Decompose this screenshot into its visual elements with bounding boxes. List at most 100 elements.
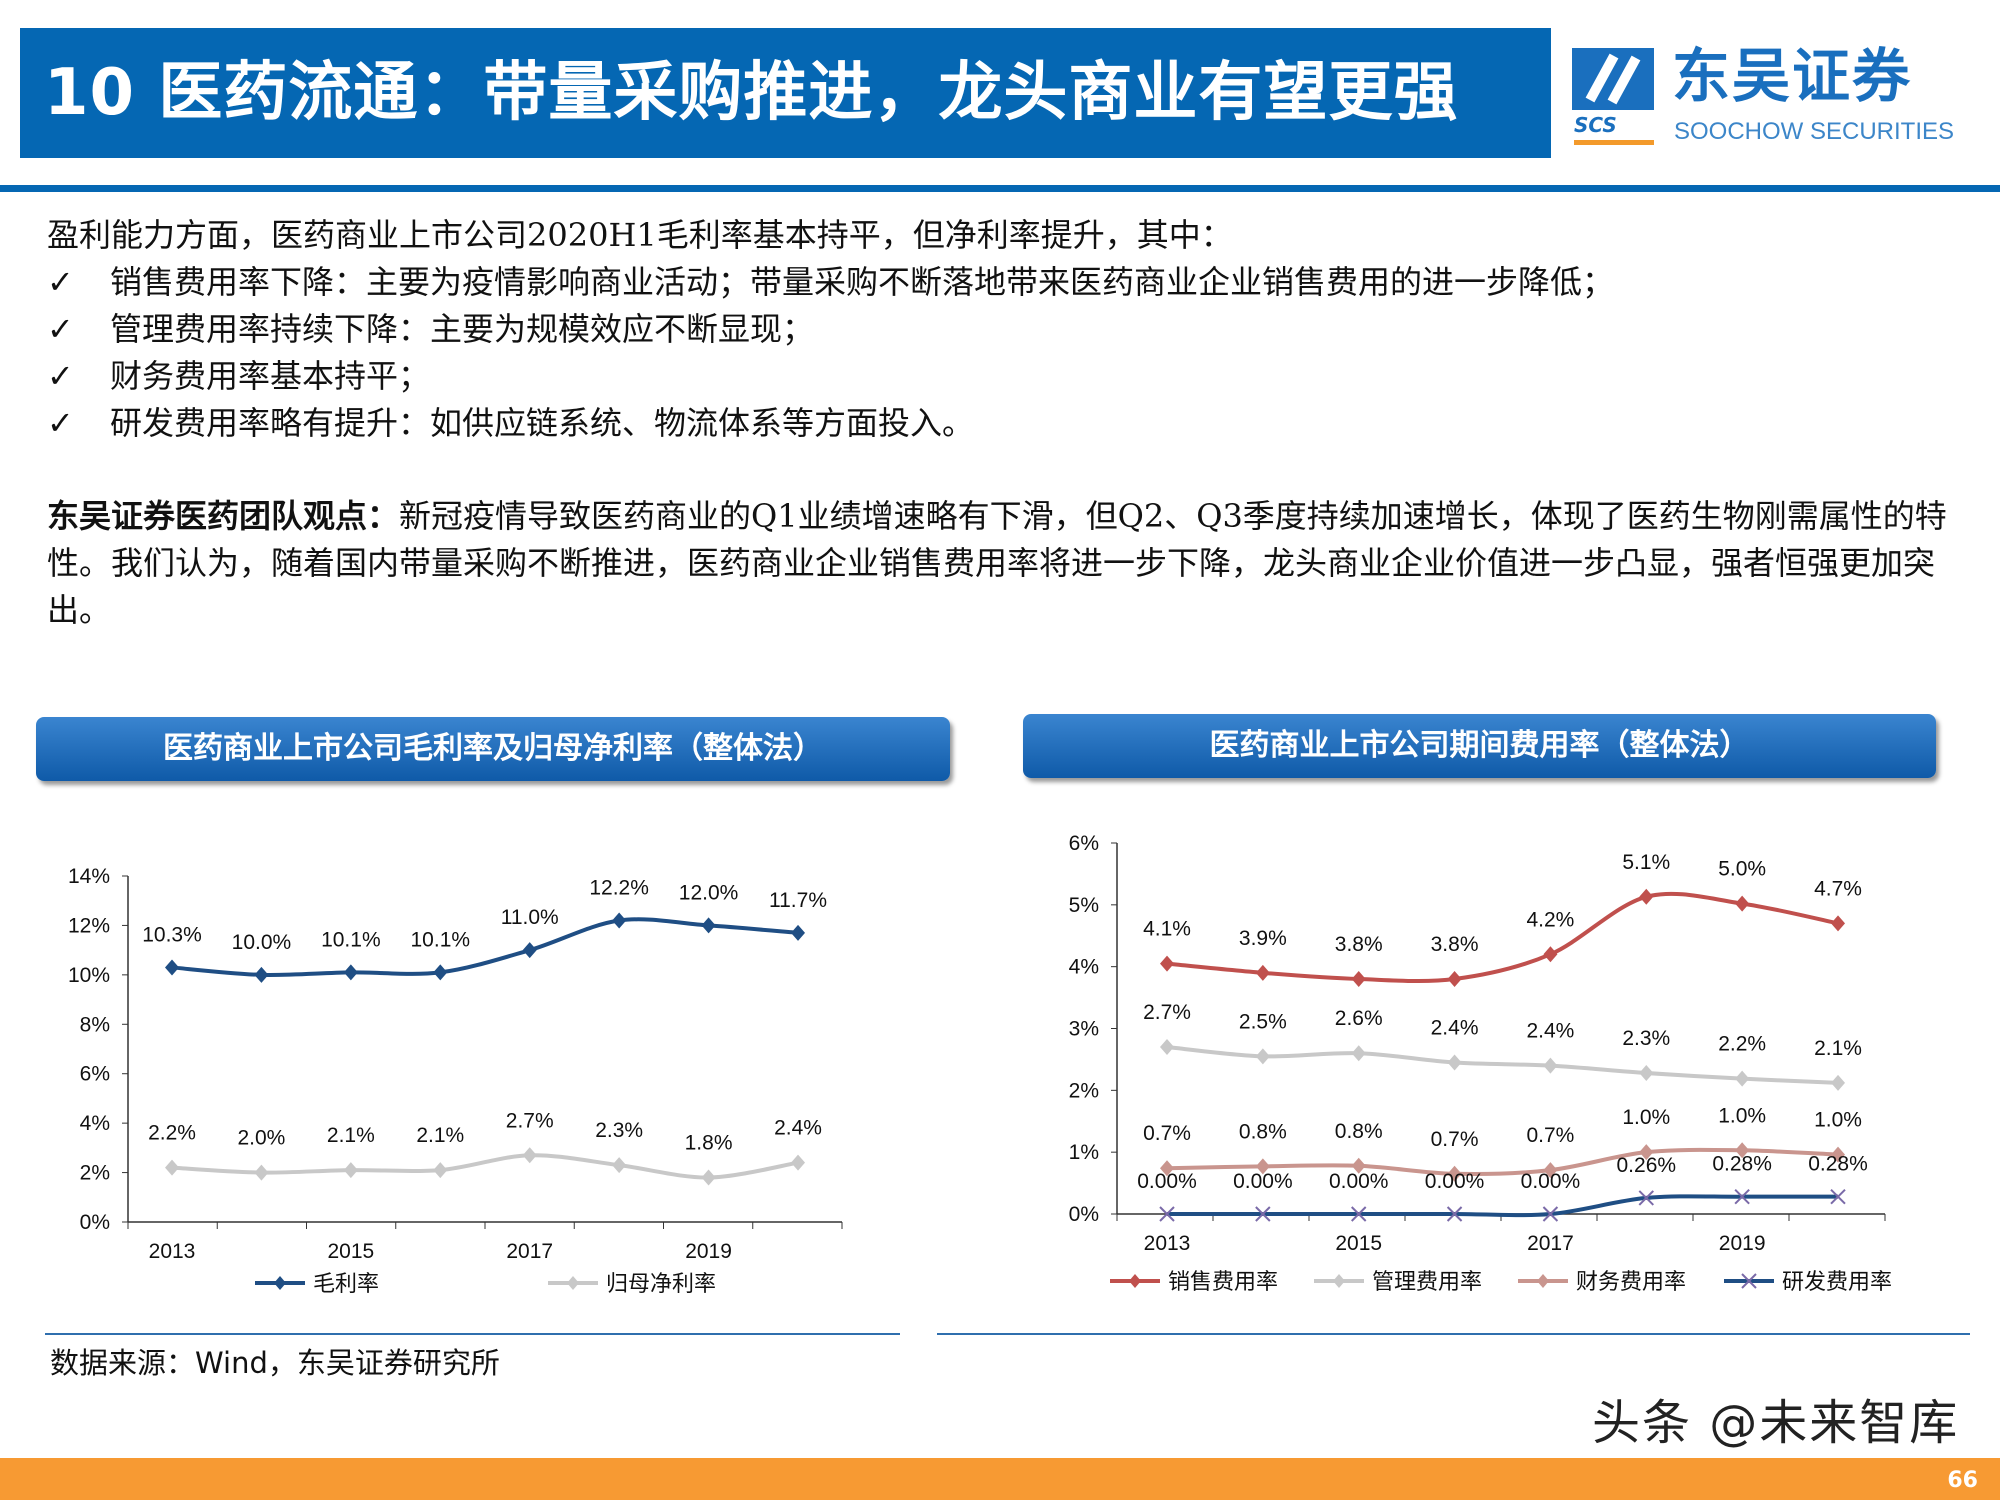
data-point-diamond-marker bbox=[612, 1157, 627, 1174]
data-label: 1.0% bbox=[1622, 1106, 1670, 1129]
data-point-diamond-marker bbox=[1831, 1074, 1845, 1091]
data-label: 12.0% bbox=[679, 881, 739, 904]
logo-abbr: SCS bbox=[1574, 113, 1617, 137]
data-point-x-marker bbox=[1542, 1206, 1559, 1222]
data-label: 1.0% bbox=[1718, 1104, 1766, 1127]
data-label: 12.2% bbox=[589, 876, 649, 899]
view-text: 新冠疫情导致医药商业的Q1业绩增速略有下滑，但Q2、Q3季度持续加速增长，体现了… bbox=[47, 497, 1947, 629]
data-source: 数据来源：Wind，东吴证券研究所 bbox=[50, 1346, 500, 1380]
legend-x-marker bbox=[1741, 1273, 1757, 1289]
data-label: 3.9% bbox=[1239, 927, 1287, 950]
data-point-diamond-marker bbox=[522, 1147, 537, 1164]
page-number: 66 bbox=[1947, 1468, 1978, 1493]
data-point-diamond-marker bbox=[791, 1154, 805, 1171]
legend-diamond-marker bbox=[567, 1276, 579, 1290]
check-icon: ✓ bbox=[47, 404, 74, 442]
x-tick-label: 2013 bbox=[1144, 1232, 1191, 1255]
data-point-diamond-marker bbox=[791, 924, 805, 941]
data-label: 0.00% bbox=[1329, 1170, 1389, 1193]
bullet-item: ✓ 管理费用率持续下降：主要为规模效应不断显现； bbox=[47, 306, 1967, 353]
data-point-diamond-marker bbox=[1735, 1070, 1750, 1087]
watermark: 头条 @未来智库 bbox=[1592, 1395, 1960, 1451]
data-label: 0.28% bbox=[1808, 1153, 1868, 1176]
data-point-diamond-marker bbox=[165, 1159, 179, 1176]
data-label: 11.0% bbox=[501, 906, 559, 929]
chart1-title: 医药商业上市公司毛利率及归母净利率（整体法） bbox=[36, 717, 950, 781]
logo-mark-icon bbox=[1572, 48, 1654, 110]
legend-diamond-marker bbox=[1129, 1274, 1141, 1288]
data-point-diamond-marker bbox=[1831, 1146, 1845, 1163]
data-point-x-marker bbox=[1446, 1206, 1463, 1222]
data-point-diamond-marker bbox=[701, 1169, 716, 1186]
y-tick-label: 10% bbox=[68, 964, 110, 987]
data-label: 2.1% bbox=[1814, 1037, 1862, 1060]
data-label: 2.0% bbox=[237, 1127, 285, 1150]
legend-diamond-marker bbox=[1333, 1274, 1345, 1288]
data-point-x-marker bbox=[1351, 1206, 1367, 1222]
slide-title: 10 医药流通：带量采购推进，龙头商业有望更强 bbox=[20, 28, 1551, 158]
check-icon: ✓ bbox=[47, 263, 74, 301]
series-line-毛利率 bbox=[171, 917, 799, 977]
data-point-diamond-marker bbox=[1639, 1065, 1654, 1082]
data-label: 10.0% bbox=[232, 931, 292, 954]
y-tick-label: 1% bbox=[1069, 1141, 1099, 1164]
data-point-diamond-marker bbox=[701, 917, 716, 934]
intro-text: 盈利能力方面，医药商业上市公司2020H1毛利率基本持平，但净利率提升，其中： bbox=[47, 216, 1233, 254]
data-label: 0.00% bbox=[1233, 1170, 1293, 1193]
data-label: 0.8% bbox=[1335, 1120, 1383, 1143]
data-label: 0.00% bbox=[1137, 1170, 1197, 1193]
data-label: 0.7% bbox=[1526, 1124, 1574, 1147]
data-label: 2.5% bbox=[1239, 1010, 1287, 1033]
bullet-text: 销售费用率下降：主要为疫情影响商业活动；带量采购不断落地带来医药商业企业销售费用… bbox=[110, 263, 1615, 301]
data-label: 2.2% bbox=[148, 1122, 196, 1145]
check-icon: ✓ bbox=[47, 310, 74, 348]
series-line-管理费用率 bbox=[1166, 1045, 1839, 1085]
data-point-diamond-marker bbox=[522, 942, 537, 959]
data-point-x-marker bbox=[1830, 1188, 1846, 1205]
data-label: 0.26% bbox=[1617, 1154, 1677, 1177]
legend-label: 研发费用率 bbox=[1782, 1269, 1892, 1294]
data-label: 2.3% bbox=[595, 1119, 643, 1142]
data-label: 5.1% bbox=[1622, 851, 1670, 874]
bullet-text: 财务费用率基本持平； bbox=[110, 357, 431, 395]
logo-bar bbox=[1574, 140, 1654, 145]
series-line-财务费用率 bbox=[1166, 1147, 1839, 1177]
divider-right bbox=[937, 1333, 1970, 1335]
data-point-diamond-marker bbox=[165, 959, 179, 976]
legend-label: 财务费用率 bbox=[1576, 1269, 1686, 1294]
data-point-diamond-marker bbox=[1447, 1165, 1462, 1182]
y-tick-label: 14% bbox=[68, 865, 110, 888]
x-tick-label: 2017 bbox=[1527, 1232, 1574, 1255]
y-tick-label: 6% bbox=[80, 1063, 110, 1086]
y-tick-label: 2% bbox=[80, 1162, 110, 1185]
data-point-diamond-marker bbox=[1160, 1160, 1174, 1177]
data-label: 1.8% bbox=[685, 1132, 733, 1155]
y-tick-label: 4% bbox=[80, 1112, 110, 1135]
data-label: 2.1% bbox=[416, 1124, 464, 1147]
bullet-item: ✓ 销售费用率下降：主要为疫情影响商业活动；带量采购不断落地带来医药商业企业销售费… bbox=[47, 259, 1967, 306]
y-tick-label: 2% bbox=[1069, 1079, 1099, 1102]
y-tick-label: 3% bbox=[1069, 1018, 1099, 1041]
series-line-归母净利率 bbox=[171, 1153, 799, 1180]
company-logo: SCS 东吴证券 SOOCHOW SECURITIES bbox=[1572, 44, 1982, 154]
y-tick-label: 12% bbox=[68, 914, 110, 937]
data-point-diamond-marker bbox=[1160, 955, 1174, 972]
data-point-diamond-marker bbox=[433, 1162, 448, 1179]
data-label: 4.2% bbox=[1526, 908, 1574, 931]
data-point-x-marker bbox=[1159, 1206, 1175, 1222]
data-label: 0.7% bbox=[1431, 1128, 1479, 1151]
view-label: 东吴证券医药团队观点： bbox=[47, 497, 400, 535]
data-point-diamond-marker bbox=[1255, 1048, 1270, 1065]
divider-left bbox=[45, 1333, 900, 1335]
data-point-diamond-marker bbox=[1543, 1057, 1558, 1074]
chart2-title: 医药商业上市公司期间费用率（整体法） bbox=[1023, 714, 1936, 778]
x-tick-label: 2017 bbox=[506, 1240, 553, 1263]
data-label: 0.28% bbox=[1712, 1153, 1772, 1176]
bullet-text: 管理费用率持续下降：主要为规模效应不断显现； bbox=[110, 310, 815, 348]
data-label: 0.8% bbox=[1239, 1120, 1287, 1143]
data-label: 10.1% bbox=[321, 928, 381, 951]
x-tick-label: 2015 bbox=[327, 1240, 374, 1263]
data-label: 2.4% bbox=[1431, 1017, 1479, 1040]
body-text: 盈利能力方面，医药商业上市公司2020H1毛利率基本持平，但净利率提升，其中： … bbox=[47, 212, 1967, 634]
